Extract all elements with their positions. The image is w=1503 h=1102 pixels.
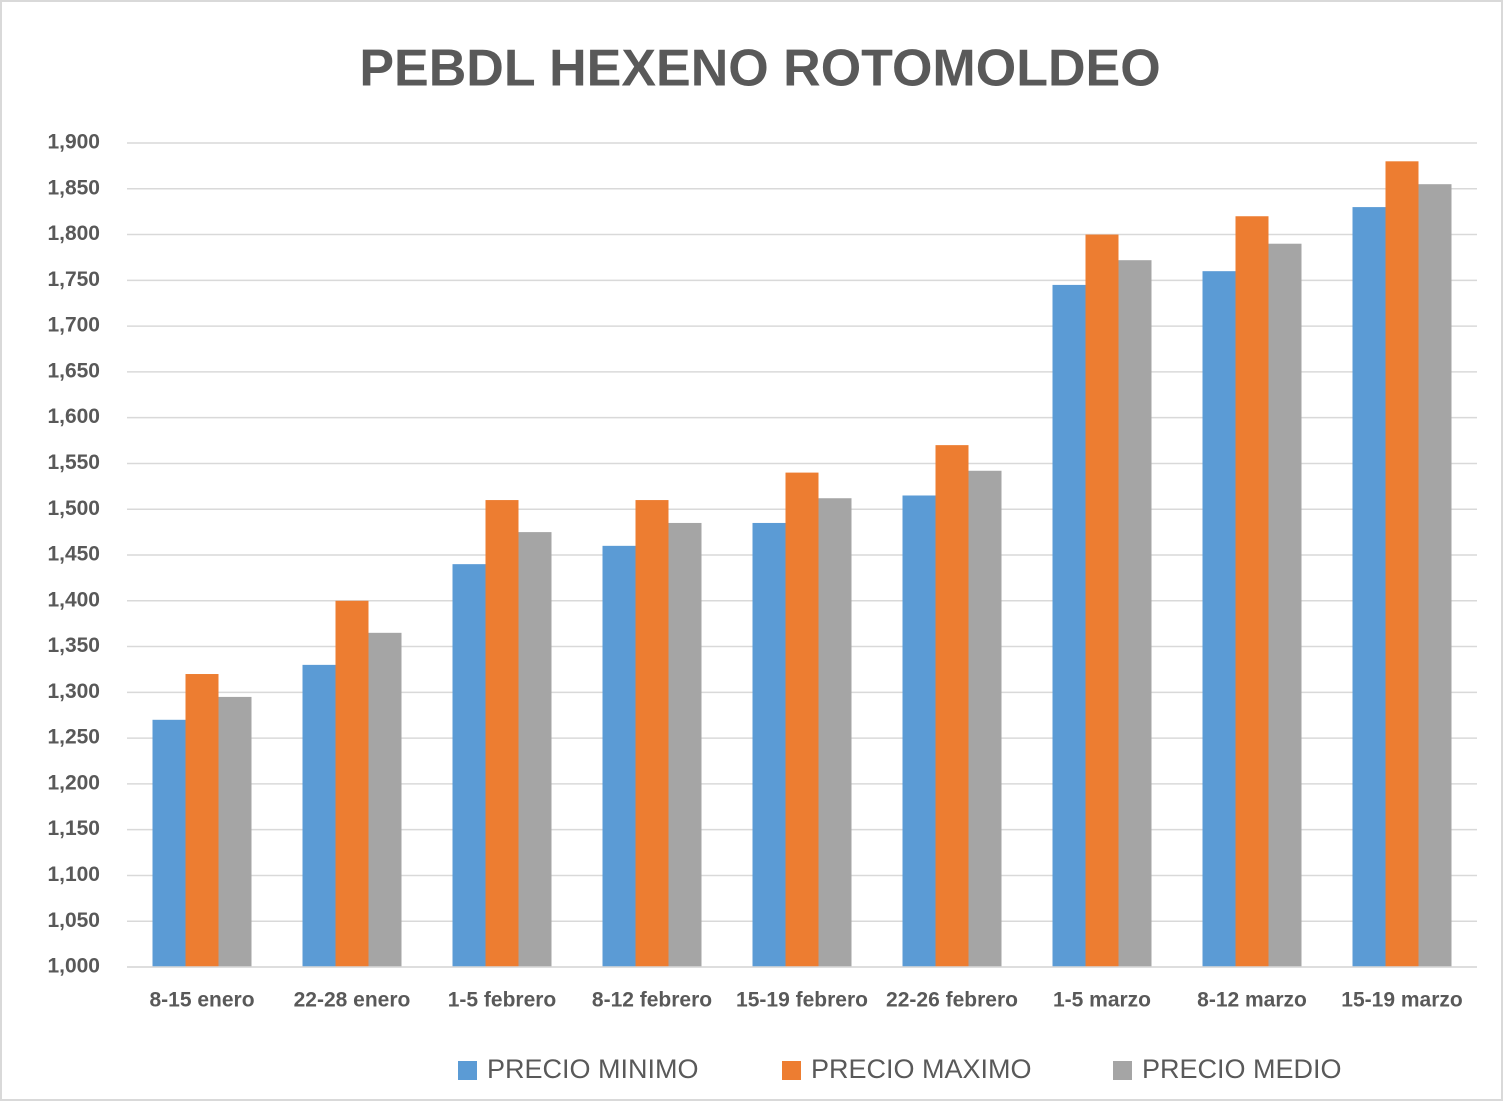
bar <box>452 564 486 967</box>
bar <box>935 445 969 968</box>
y-tick-label: 1,850 <box>47 176 100 199</box>
x-tick-label: 22-28 enero <box>294 989 411 1012</box>
chart-title: PEBDL HEXENO ROTOMOLDEO <box>359 40 1160 98</box>
bar <box>1118 260 1152 967</box>
y-tick-label: 1,900 <box>47 131 100 154</box>
bar <box>335 600 369 967</box>
bar <box>752 522 786 967</box>
bar <box>218 696 252 967</box>
y-tick-label: 1,650 <box>47 359 100 382</box>
y-tick-label: 1,300 <box>47 680 100 703</box>
y-tick-label: 1,200 <box>47 771 100 794</box>
legend-swatch <box>458 1061 477 1080</box>
y-tick-label: 1,400 <box>47 588 100 611</box>
bar <box>1202 271 1236 968</box>
y-tick-label: 1,100 <box>47 863 100 886</box>
y-tick-label: 1,700 <box>47 314 100 337</box>
bar <box>1235 216 1269 967</box>
y-tick-label: 1,350 <box>47 634 100 657</box>
x-tick-label: 22-26 febrero <box>886 989 1018 1012</box>
y-tick-label: 1,600 <box>47 405 100 428</box>
bar <box>1052 284 1086 967</box>
bar <box>1352 207 1386 968</box>
y-tick-label: 1,150 <box>47 817 100 840</box>
y-tick-label: 1,050 <box>47 909 100 932</box>
bar <box>152 719 186 967</box>
y-tick-label: 1,750 <box>47 268 100 291</box>
x-tick-label: 1-5 febrero <box>448 989 557 1012</box>
bar <box>602 545 636 967</box>
x-tick-label: 1-5 marzo <box>1053 989 1151 1012</box>
bar <box>368 632 402 967</box>
bar <box>968 470 1002 967</box>
x-tick-label: 15-19 marzo <box>1341 989 1462 1012</box>
legend-swatch <box>782 1061 801 1080</box>
legend-label: PRECIO MINIMO <box>487 1054 699 1084</box>
y-tick-label: 1,800 <box>47 222 100 245</box>
bar <box>785 472 819 967</box>
x-tick-label: 8-12 febrero <box>592 989 712 1012</box>
y-tick-label: 1,450 <box>47 543 100 566</box>
bar <box>668 522 702 967</box>
legend-label: PRECIO MEDIO <box>1142 1054 1342 1084</box>
legend-swatch <box>1113 1061 1132 1080</box>
bar <box>1385 161 1419 968</box>
x-tick-label: 8-12 marzo <box>1197 989 1307 1012</box>
x-tick-label: 15-19 febrero <box>736 989 868 1012</box>
y-tick-label: 1,250 <box>47 726 100 749</box>
bar <box>1418 184 1452 967</box>
bar <box>302 664 336 967</box>
bar <box>485 500 519 967</box>
bar <box>635 500 669 967</box>
y-tick-label: 1,500 <box>47 497 100 520</box>
y-tick-label: 1,550 <box>47 451 100 474</box>
y-tick-label: 1,000 <box>47 955 100 978</box>
bar <box>185 674 219 967</box>
x-tick-label: 8-15 enero <box>149 989 254 1012</box>
legend-label: PRECIO MAXIMO <box>811 1054 1032 1084</box>
bar <box>818 498 852 967</box>
bar <box>518 532 552 967</box>
bar <box>1268 243 1302 967</box>
bar <box>902 495 936 967</box>
bar <box>1085 234 1119 968</box>
